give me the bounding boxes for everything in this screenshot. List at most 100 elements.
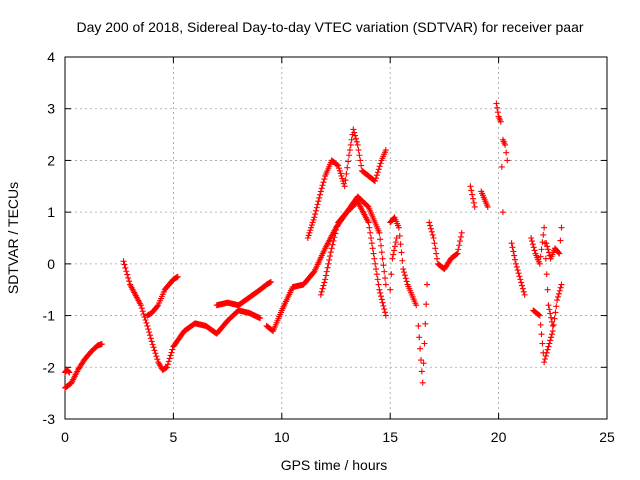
axis-ticks: 0 5 10 15 20 25 -3 -2 -1 0 1 2 3 4 (43, 49, 615, 445)
plot-frame (64, 56, 608, 420)
data-point (557, 284, 564, 291)
data-point (152, 350, 159, 357)
data-point (391, 243, 398, 250)
data-point (393, 235, 400, 241)
data-point (434, 255, 441, 262)
data-point (468, 187, 475, 194)
data-point (530, 244, 537, 251)
data-point (430, 235, 437, 241)
data-point (497, 118, 504, 125)
data-point (311, 214, 318, 221)
data-point (423, 301, 430, 308)
data-point (397, 241, 404, 248)
data-point (368, 235, 375, 241)
data-point (377, 293, 384, 300)
data-point (65, 368, 72, 375)
data-point (319, 182, 326, 189)
data-point (551, 315, 558, 322)
data-point (521, 291, 528, 298)
data-point (512, 260, 519, 267)
data-point (308, 224, 315, 231)
data-point (379, 255, 386, 262)
data-point (126, 278, 133, 285)
data-point (543, 349, 550, 356)
data-point (377, 160, 384, 167)
data-point (545, 246, 552, 253)
data-point (137, 302, 144, 309)
data-point (546, 340, 553, 347)
data-point (317, 188, 324, 195)
data-point (518, 279, 525, 286)
data-point (317, 191, 324, 198)
data-point (350, 126, 357, 133)
data-point (338, 172, 345, 179)
data-point (555, 249, 562, 256)
data-point (554, 297, 561, 304)
data-point (370, 250, 377, 257)
data-point (357, 157, 364, 164)
data-point (558, 224, 565, 231)
data-point (344, 164, 351, 171)
data-point (324, 264, 331, 271)
data-point (512, 256, 519, 263)
y-tick-label: 1 (47, 204, 55, 220)
data-point (402, 275, 409, 282)
data-point (358, 162, 365, 169)
data-point (373, 271, 380, 278)
x-tick-label: 25 (599, 429, 615, 445)
data-point (541, 224, 548, 231)
data-point (367, 229, 374, 236)
data-point (548, 314, 555, 321)
data-point (317, 291, 324, 298)
chart-title: Day 200 of 2018, Sidereal Day-to-day VTE… (76, 19, 583, 35)
data-point (471, 203, 478, 210)
data-point (379, 299, 386, 306)
y-tick-label: 2 (47, 152, 55, 168)
data-point (382, 147, 389, 154)
data-point (330, 237, 337, 244)
data-point (138, 305, 145, 312)
data-point (453, 251, 460, 258)
data-point (307, 227, 314, 234)
data-point (418, 368, 425, 375)
data-point (457, 238, 464, 245)
data-point (467, 183, 474, 190)
data-point (548, 334, 555, 341)
data-point (140, 311, 147, 318)
data-point (378, 296, 385, 303)
data-point (454, 250, 461, 257)
data-point (327, 249, 334, 256)
y-tick-label: 3 (47, 101, 55, 117)
data-point (550, 321, 557, 328)
data-point (346, 147, 353, 154)
data-point (382, 281, 389, 288)
data-point (320, 282, 327, 289)
data-point (146, 332, 153, 339)
data-point (382, 309, 389, 316)
data-point (381, 306, 388, 313)
data-point (150, 344, 157, 351)
data-point (547, 310, 554, 317)
data-point (373, 172, 380, 179)
data-point (381, 268, 388, 275)
data-point (535, 311, 542, 318)
data-point (352, 135, 359, 142)
data-point (321, 176, 328, 183)
data-point (538, 246, 545, 253)
data-point (539, 239, 546, 246)
data-point (422, 320, 429, 327)
x-tick-label: 10 (274, 429, 290, 445)
data-point (168, 349, 175, 356)
data-point (331, 234, 338, 241)
data-point (510, 248, 517, 255)
data-point (494, 109, 501, 116)
data-point (398, 249, 405, 256)
data-point (153, 353, 160, 360)
data-point (528, 235, 535, 241)
data-points (62, 100, 565, 391)
data-point (145, 326, 152, 333)
data-point (334, 161, 341, 168)
data-point (470, 199, 477, 206)
x-axis-label: GPS time / hours (281, 457, 388, 473)
